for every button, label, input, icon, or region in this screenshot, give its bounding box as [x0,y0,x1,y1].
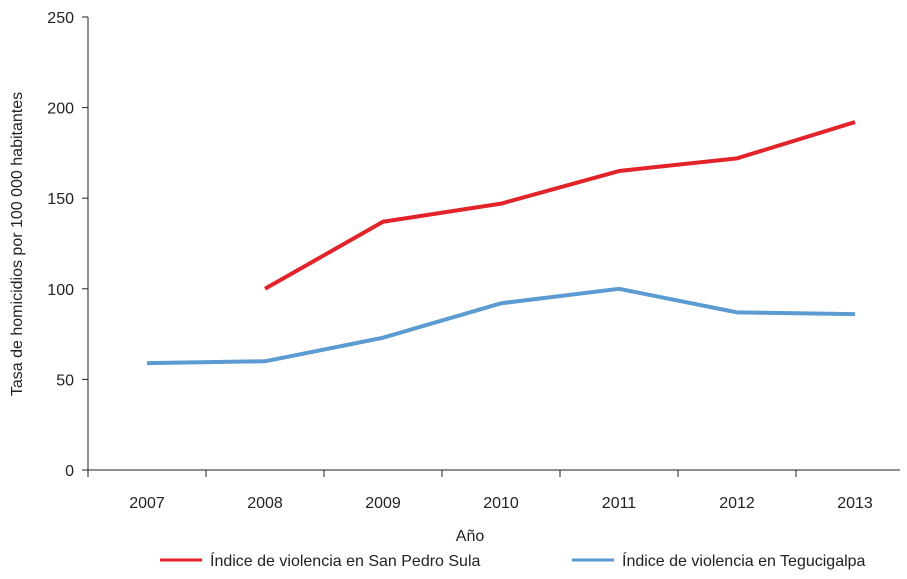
series-line-1 [264,120,856,291]
y-axis-ticks: 0 50 100 150 200 250 [47,10,88,480]
x-tick-label: 2010 [483,495,519,512]
x-axis-title: Año [456,528,485,545]
y-tick-label: 50 [56,372,74,389]
y-axis-title: Tasa de homicidios por 100 000 habitante… [9,92,26,396]
x-tick-label: 2012 [719,495,755,512]
legend-label-1: Índice de violencia en San Pedro Sula [210,551,481,570]
y-tick-label: 150 [47,191,74,208]
x-axis-ticks: 2007 2008 2009 2010 2011 2012 2013 [87,470,873,512]
series-line-2 [146,286,856,366]
x-tick-label: 2011 [602,495,637,512]
legend-label-2: Índice de violencia en Tegucigalpa [622,551,866,570]
x-tick-label: 2009 [365,495,401,512]
y-tick-label: 0 [65,463,74,480]
series-lines [146,120,856,366]
x-tick-label: 2013 [837,495,873,512]
x-tick-label: 2007 [129,495,165,512]
y-tick-label: 100 [47,282,74,299]
y-tick-label: 250 [47,10,74,27]
y-tick-label: 200 [47,101,74,118]
legend: Índice de violencia en San Pedro Sula Índ… [160,551,866,570]
x-tick-label: 2008 [247,495,283,512]
